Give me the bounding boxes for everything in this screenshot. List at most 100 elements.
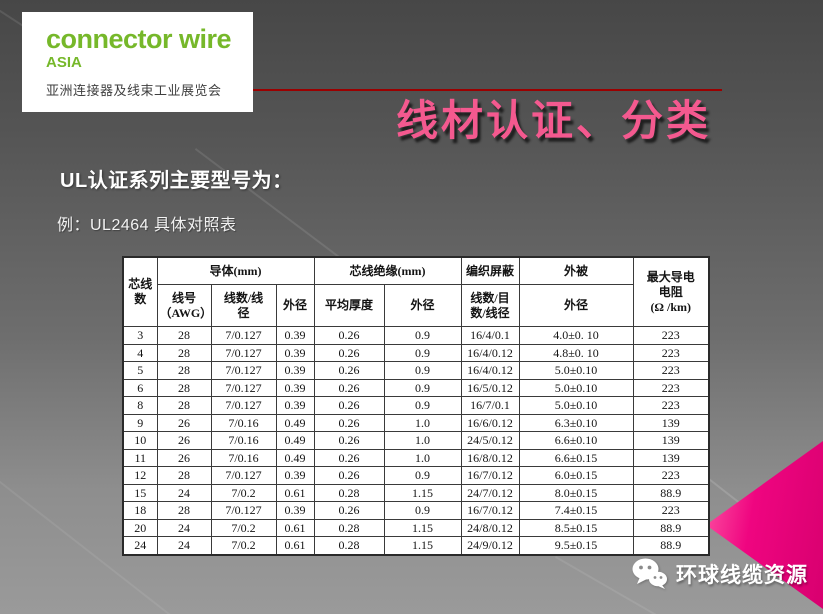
table-cell: 0.9 [383, 378, 462, 397]
table-row: 6 28 7/0.127 0.39 0.26 0.9 16/5/0.12 5.0±0.10 22… [122, 378, 710, 397]
table-cell: 16/4/0.12 [460, 361, 520, 380]
table-cell: 16/8/0.12 [460, 448, 520, 467]
table-cell: 5.0±0.10 [518, 378, 634, 397]
table-cell: 24 [156, 483, 212, 502]
footer-brand: 环球线缆资源 [632, 558, 808, 589]
table-cell: 7/0.2 [210, 518, 277, 537]
table-cell: 5 [122, 361, 158, 380]
th-braid-spec: 线数/目数/线径 [460, 284, 520, 327]
table-row: 4 28 7/0.127 0.39 0.26 0.9 16/4/0.12 4.8±0. 10 2… [122, 343, 710, 362]
table-cell: 0.26 [313, 361, 385, 380]
table-cell: 0.39 [275, 501, 315, 520]
table-cell: 0.26 [313, 501, 385, 520]
table-cell: 28 [156, 396, 212, 415]
divider-line [253, 89, 722, 91]
table-row: 5 28 7/0.127 0.39 0.26 0.9 16/4/0.12 5.0±0.10 22… [122, 361, 710, 380]
wechat-icon [632, 558, 667, 589]
table-cell: 0.39 [275, 326, 315, 345]
table-cell: 0.39 [275, 466, 315, 485]
table-cell: 88.9 [632, 536, 710, 555]
table-cell: 1.0 [383, 413, 462, 432]
table-cell: 11 [122, 448, 158, 467]
table-cell: 223 [632, 326, 710, 345]
table-cell: 15 [122, 483, 158, 502]
th-od-jacket: 外径 [518, 284, 634, 327]
table-cell: 1.15 [383, 536, 462, 555]
table-cell: 6.6±0.15 [518, 448, 634, 467]
table-cell: 223 [632, 501, 710, 520]
table-cell: 4.8±0. 10 [518, 343, 634, 362]
table-cell: 0.39 [275, 378, 315, 397]
table-cell: 1.15 [383, 518, 462, 537]
table-cell: 7/0.127 [210, 466, 277, 485]
table-cell: 24/8/0.12 [460, 518, 520, 537]
table-cell: 20 [122, 518, 158, 537]
table-cell: 16/7/0.1 [460, 396, 520, 415]
table-cell: 26 [156, 413, 212, 432]
table-cell: 6 [122, 378, 158, 397]
table-cell: 24 [156, 536, 212, 555]
table-cell: 8.0±0.15 [518, 483, 634, 502]
table-row: 3 28 7/0.127 0.39 0.26 0.9 16/4/0.1 4.0±0. 10 22… [122, 326, 710, 345]
table-cell: 7/0.2 [210, 483, 277, 502]
table-cell: 16/4/0.1 [460, 326, 520, 345]
table-cell: 88.9 [632, 483, 710, 502]
table-cell: 139 [632, 448, 710, 467]
table-cell: 10 [122, 431, 158, 450]
table-cell: 24/5/0.12 [460, 431, 520, 450]
table-row: 18 28 7/0.127 0.39 0.26 0.9 16/7/0.12 7.4±0.15 2… [122, 501, 710, 520]
th-resistance-label: 最大导电电阻 [646, 269, 695, 299]
table-cell: 0.26 [313, 413, 385, 432]
th-strands: 线数/线径 [210, 284, 277, 327]
table-cell: 16/6/0.12 [460, 413, 520, 432]
table-cell: 24/7/0.12 [460, 483, 520, 502]
section-heading: UL认证系列主要型号为： [60, 170, 293, 192]
table-cell: 8.5±0.15 [518, 518, 634, 537]
slide-title: 线材认证、分类 [396, 97, 712, 144]
table-cell: 0.26 [313, 326, 385, 345]
table-cell: 0.28 [313, 483, 385, 502]
table-cell: 0.39 [275, 343, 315, 362]
table-cell: 7/0.127 [210, 361, 277, 380]
table-cell: 0.9 [383, 361, 462, 380]
table-cell: 7/0.16 [210, 448, 277, 467]
th-conductor-group: 导体(mm) [156, 256, 315, 285]
table-cell: 0.39 [275, 396, 315, 415]
table-cell: 18 [122, 501, 158, 520]
th-resistance: 最大导电电阻 (Ω /km) [632, 256, 710, 327]
table-cell: 28 [156, 501, 212, 520]
table-row: 8 28 7/0.127 0.39 0.26 0.9 16/7/0.1 5.0±0.10 223 [122, 396, 710, 415]
table-cell: 9 [122, 413, 158, 432]
table-row: 12 28 7/0.127 0.39 0.26 0.9 16/7/0.12 6.0±0.15 2… [122, 466, 710, 485]
table-cell: 7/0.127 [210, 343, 277, 362]
table-cell: 28 [156, 326, 212, 345]
table-cell: 0.26 [313, 378, 385, 397]
table-cell: 0.26 [313, 396, 385, 415]
table-cell: 0.9 [383, 501, 462, 520]
spec-table: 芯线数 导体(mm) 芯线绝缘(mm) 编织屏蔽 外被 最大导电电阻 (Ω /k… [122, 256, 710, 556]
table-cell: 0.61 [275, 518, 315, 537]
table-cell: 6.3±0.10 [518, 413, 634, 432]
table-cell: 0.61 [275, 483, 315, 502]
logo-title: connector wire [46, 24, 232, 54]
table-cell: 7/0.127 [210, 396, 277, 415]
table-row: 11 26 7/0.16 0.49 0.26 1.0 16/8/0.12 6.6±0.15 13… [122, 448, 710, 467]
table-header-row-groups: 芯线数 导体(mm) 芯线绝缘(mm) 编织屏蔽 外被 最大导电电阻 (Ω /k… [122, 256, 710, 327]
th-od-insulation: 外径 [383, 284, 462, 327]
table-cell: 7/0.127 [210, 501, 277, 520]
table-cell: 0.9 [383, 396, 462, 415]
table-cell: 0.28 [313, 518, 385, 537]
th-jacket-group: 外被 [518, 256, 634, 285]
table-cell: 24 [122, 536, 158, 555]
footer-brand-text: 环球线缆资源 [676, 563, 808, 587]
table-cell: 223 [632, 378, 710, 397]
table-cell: 9.5±0.15 [518, 536, 634, 555]
th-core-count: 芯线数 [122, 256, 158, 327]
table-cell: 0.9 [383, 326, 462, 345]
table-cell: 0.61 [275, 536, 315, 555]
event-logo: connector wire ASIA 亚洲连接器及线束工业展览会 [22, 12, 253, 112]
table-cell: 16/5/0.12 [460, 378, 520, 397]
table-cell: 6.0±0.15 [518, 466, 634, 485]
table-cell: 7/0.127 [210, 326, 277, 345]
table-cell: 1.15 [383, 483, 462, 502]
